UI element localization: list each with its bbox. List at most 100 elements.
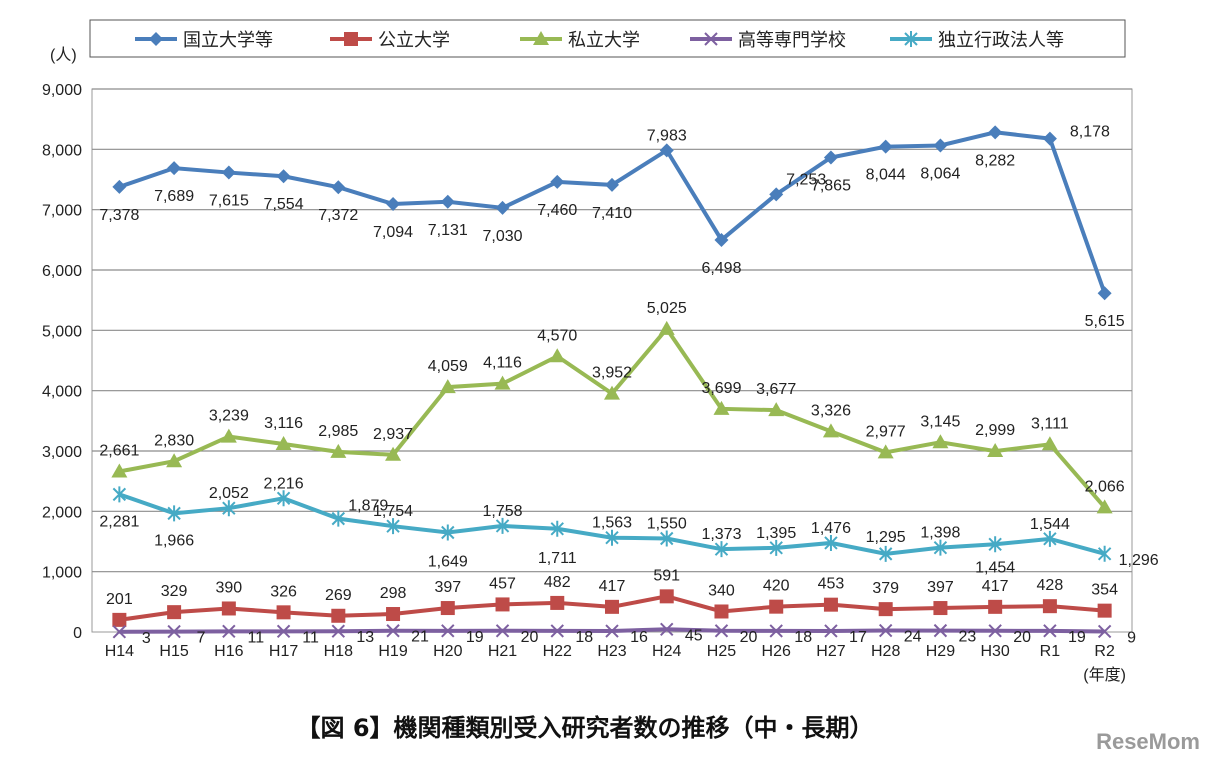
- data-point: [386, 196, 401, 211]
- data-label: 7,253: [786, 171, 826, 188]
- x-axis-unit: (年度): [1083, 666, 1126, 684]
- y-tick-label: 2,000: [42, 504, 82, 521]
- data-point: [878, 139, 893, 154]
- data-point: [549, 348, 566, 363]
- x-tick-label: H14: [105, 643, 134, 660]
- data-label: 11: [248, 629, 265, 646]
- data-label: 4,570: [537, 327, 577, 344]
- data-label: 24: [904, 629, 922, 646]
- data-point: [714, 541, 729, 558]
- data-point: [714, 604, 729, 619]
- data-label: 269: [325, 587, 352, 604]
- data-point: [1043, 624, 1057, 638]
- data-point: [604, 385, 620, 400]
- data-label: 428: [1037, 577, 1064, 594]
- data-point: [933, 623, 948, 638]
- data-label: 2,281: [99, 513, 139, 530]
- data-label: 1,758: [483, 503, 523, 520]
- y-tick-label: 7,000: [42, 203, 82, 220]
- x-tick-label: H28: [871, 643, 900, 660]
- x-tick-label: H17: [269, 643, 298, 660]
- data-point: [605, 529, 619, 546]
- data-label: 2,052: [209, 485, 249, 502]
- data-point: [495, 200, 510, 215]
- x-tick-label: H20: [433, 643, 462, 660]
- data-label: 2,216: [264, 475, 304, 492]
- data-label: 7,094: [373, 224, 413, 241]
- data-label: 298: [380, 585, 407, 602]
- data-point: [167, 605, 182, 620]
- data-label: 7,410: [592, 205, 632, 222]
- data-point: [714, 232, 729, 247]
- data-point: [769, 599, 784, 614]
- data-label: 7,615: [209, 193, 249, 210]
- data-point: [768, 402, 785, 417]
- data-label: 8,178: [1070, 124, 1110, 141]
- data-point: [386, 607, 401, 622]
- y-tick-label: 1,000: [42, 565, 82, 582]
- data-label: 7,131: [428, 222, 468, 239]
- data-label: 457: [489, 575, 516, 592]
- plot-area: [91, 88, 1133, 633]
- data-label: 3,111: [1031, 415, 1069, 432]
- legend-label: 高等専門学校: [738, 30, 846, 50]
- data-label: 3,326: [811, 402, 851, 419]
- data-point: [714, 624, 729, 638]
- x-tick-label: H15: [159, 643, 188, 660]
- data-point: [550, 520, 564, 537]
- data-point: [495, 624, 510, 638]
- data-label: 397: [927, 579, 954, 596]
- x-tick-label: H26: [762, 643, 791, 660]
- data-point: [112, 486, 127, 503]
- data-point: [222, 500, 236, 517]
- data-label: 7,689: [154, 188, 194, 205]
- data-point: [878, 545, 893, 562]
- data-point: [660, 622, 674, 636]
- data-label: 3,952: [592, 365, 632, 382]
- data-label: 417: [982, 578, 1009, 595]
- data-point: [605, 624, 619, 638]
- data-label: 11: [302, 629, 319, 646]
- data-point: [932, 434, 949, 449]
- chart-title: 【図 6】機関種類別受入研究者数の推移（中・長期）: [296, 714, 874, 742]
- data-point: [222, 624, 236, 639]
- data-point: [275, 436, 292, 451]
- data-point: [385, 446, 402, 461]
- data-label: 1,296: [1119, 552, 1159, 569]
- data-label: 329: [161, 583, 188, 600]
- data-label: 3,677: [756, 381, 796, 398]
- data-label: 1,754: [373, 503, 413, 520]
- data-label: 13: [356, 629, 374, 646]
- data-point: [220, 428, 237, 443]
- data-label: 340: [708, 582, 735, 599]
- x-tick-label: R1: [1040, 643, 1061, 660]
- data-point: [1041, 436, 1058, 451]
- data-label: 7,865: [811, 177, 851, 194]
- data-point: [221, 165, 236, 180]
- legend-label: 独立行政法人等: [938, 30, 1064, 50]
- data-label: 8,282: [975, 152, 1015, 169]
- x-tick-label: H18: [324, 643, 353, 660]
- data-label: 45: [685, 627, 703, 644]
- data-point: [221, 601, 236, 616]
- data-point: [769, 187, 784, 202]
- data-point: [933, 138, 948, 153]
- data-label: 7,378: [99, 207, 139, 224]
- data-point: [660, 530, 674, 547]
- data-point: [439, 379, 456, 394]
- data-label: 2,999: [975, 422, 1015, 439]
- data-label: 326: [270, 583, 297, 600]
- data-label: 1,395: [756, 525, 796, 542]
- data-label: 1,476: [811, 520, 851, 537]
- data-label: 16: [630, 629, 648, 646]
- data-label: 482: [544, 574, 571, 591]
- x-tick-label: H24: [652, 643, 681, 660]
- data-point: [331, 624, 346, 638]
- data-label: 7,460: [537, 202, 577, 219]
- data-point: [550, 174, 565, 189]
- y-tick-label: 9,000: [42, 82, 82, 99]
- data-label: 3: [142, 630, 151, 647]
- data-label: 2,661: [99, 442, 139, 459]
- data-label: 7,030: [483, 228, 523, 245]
